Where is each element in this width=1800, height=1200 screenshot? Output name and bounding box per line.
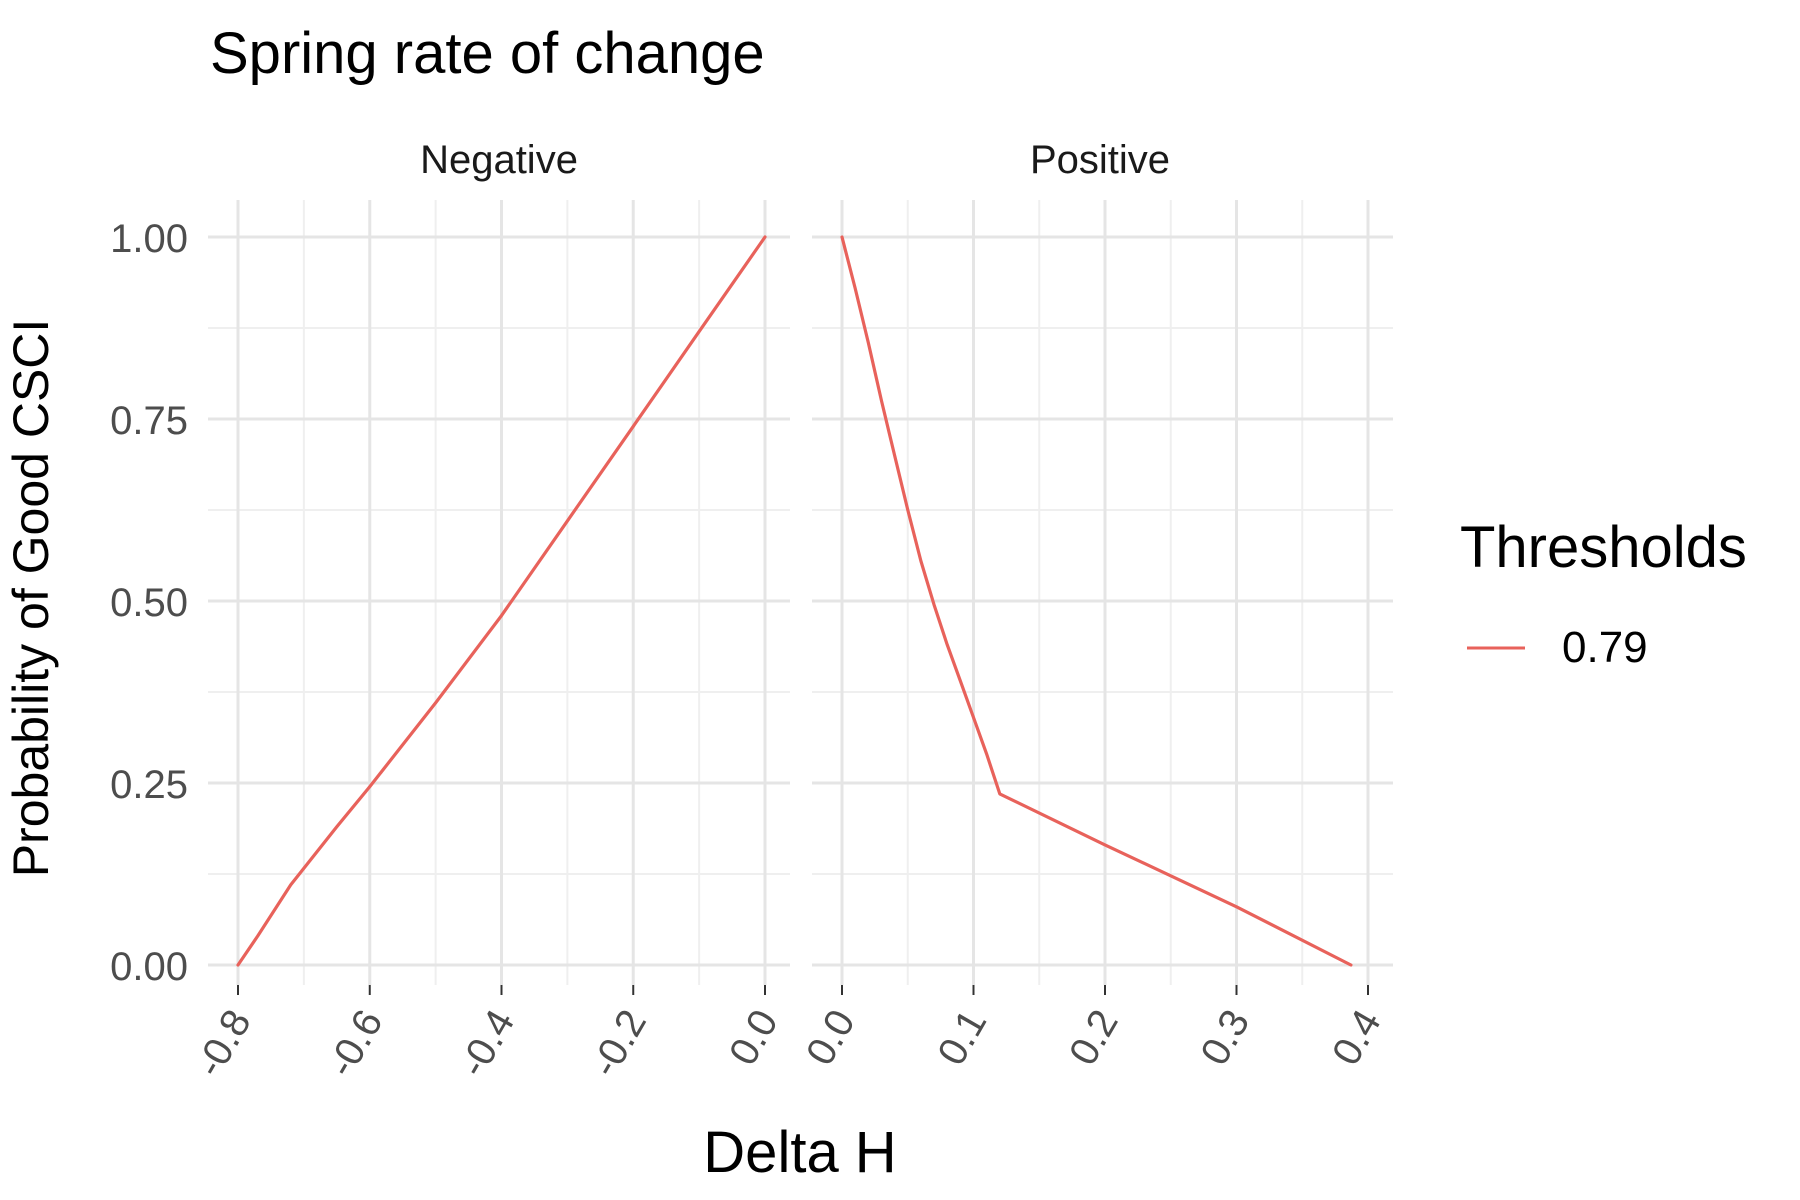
x-tick-label: -0.6	[319, 1003, 392, 1085]
x-tick-label: -0.4	[451, 1003, 524, 1085]
legend-entry-0: 0.79	[1562, 623, 1648, 672]
y-tick-label: 1.00	[110, 217, 188, 261]
panel-negative-grid	[208, 200, 790, 985]
panel-negative-x-ticks: -0.8 -0.6 -0.4 -0.2 0.0	[187, 985, 787, 1084]
panel-label-negative: Negative	[420, 138, 578, 182]
y-tick-label: 0.75	[110, 399, 188, 443]
x-tick-label: 0.4	[1324, 1003, 1390, 1073]
panel-positive-series	[840, 235, 1353, 967]
chart-title: Spring rate of change	[210, 21, 765, 86]
y-tick-label: 0.50	[110, 581, 188, 625]
series-line-0.79	[236, 235, 767, 967]
panel-positive-grid	[812, 200, 1393, 985]
panel-negative-series	[236, 235, 767, 967]
x-tick-label: -0.2	[582, 1003, 655, 1085]
panel-negative: Negative -0.8 -0.6 -0.4 -0.2 0.0	[187, 138, 790, 1084]
y-axis-title: Probability of Good CSCI	[3, 319, 59, 878]
y-tick-label: 0.00	[110, 945, 188, 989]
x-tick-label: 0.2	[1061, 1003, 1127, 1073]
x-tick-label: 0.0	[798, 1003, 864, 1073]
series-line-0.79	[840, 235, 1353, 967]
x-tick-label: -0.8	[187, 1003, 260, 1085]
x-tick-label: 0.0	[721, 1003, 787, 1073]
y-tick-label: 0.25	[110, 763, 188, 807]
x-tick-label: 0.1	[929, 1003, 995, 1073]
panel-positive-x-ticks: 0.0 0.1 0.2 0.3 0.4	[798, 985, 1390, 1073]
panel-label-positive: Positive	[1030, 138, 1170, 182]
panel-positive: Positive 0.0 0.1 0.2 0.3 0.4	[798, 138, 1393, 1073]
x-axis-title: Delta H	[703, 1120, 896, 1185]
legend: Thresholds 0.79	[1460, 515, 1747, 672]
y-axis-ticks: 0.00 0.25 0.50 0.75 1.00	[110, 217, 188, 989]
x-tick-label: 0.3	[1192, 1003, 1258, 1073]
legend-title: Thresholds	[1460, 515, 1747, 580]
